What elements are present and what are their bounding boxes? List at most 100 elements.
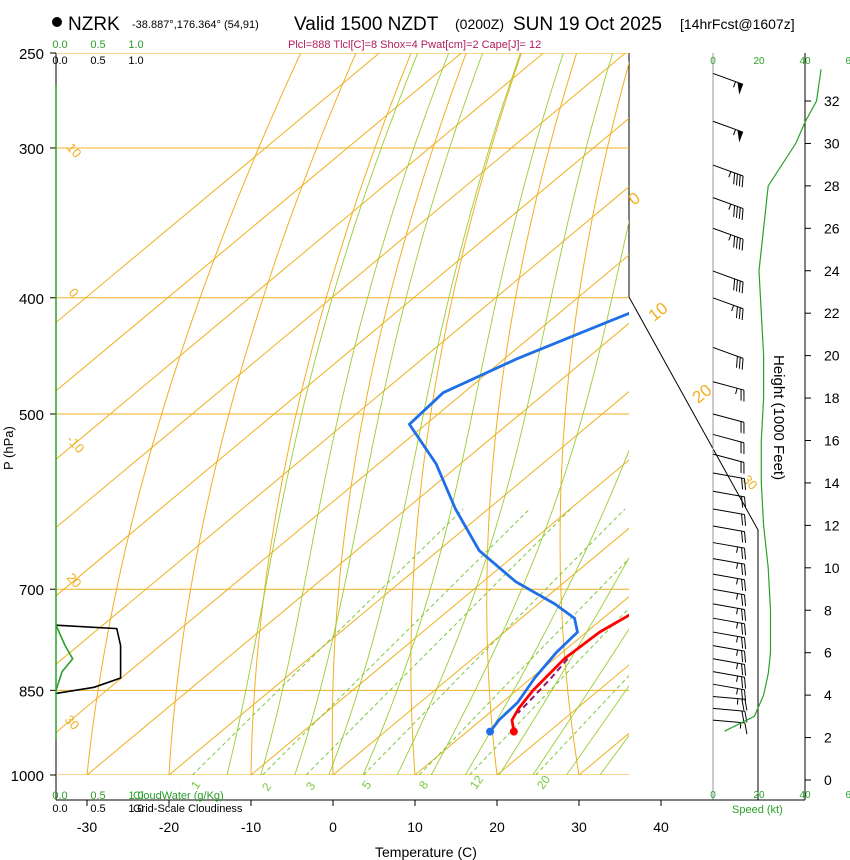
wind-barb: [712, 658, 747, 676]
height-tick-label: 16: [824, 433, 840, 449]
wind-barb: [712, 433, 745, 455]
mixing-ratio-label: 3: [303, 779, 318, 793]
wind-barb-half: [736, 636, 739, 643]
wind-barb: [712, 413, 745, 434]
wind-barb-full: [741, 637, 744, 649]
wind-barb-full: [744, 579, 747, 592]
isotherm-line: [414, 596, 629, 775]
wind-barb-staff: [712, 573, 745, 581]
wind-barb: [712, 525, 747, 543]
wind-barb-full: [744, 478, 747, 490]
speed-tick-label-top: 40: [799, 56, 811, 67]
wind-barb: [712, 695, 748, 711]
temperature-tick-label: 10: [407, 819, 423, 835]
mixing-ratio-label: 12: [467, 772, 486, 791]
speed-tick-label-top: 20: [753, 56, 765, 67]
wind-barb-full: [744, 548, 747, 560]
temperature-tick-label: 0: [329, 819, 337, 835]
dewpoint-profile: [408, 311, 629, 733]
isotherm-line: [250, 459, 629, 775]
mixing-ratio-line: [305, 508, 572, 775]
wind-barb-full: [735, 356, 738, 368]
wind-barb-staff: [712, 270, 744, 283]
temperature-tick-label: -20: [159, 819, 179, 835]
wind-barb-staff: [712, 719, 745, 724]
wind-barb-full: [741, 281, 744, 294]
mixing-ratio-label: 5: [359, 778, 374, 792]
wind-barb-full: [733, 205, 736, 217]
wind-barb-half: [736, 698, 739, 705]
wind-barb-staff: [712, 433, 745, 444]
mixing-ratio-line: [262, 508, 530, 775]
wind-barb-full: [741, 676, 744, 689]
wind-barb-staff: [712, 707, 745, 712]
moist-adiabat-line: [260, 53, 450, 775]
wind-barb-full: [741, 308, 744, 321]
dry-adiabat-line: [631, 32, 692, 801]
wind-barb-full: [741, 478, 744, 490]
barb-panel-edge: [628, 296, 759, 800]
mixing-ratio-line: [418, 557, 629, 775]
pressure-tick-label: 700: [19, 582, 44, 599]
wind-barb: [712, 120, 744, 143]
surface-dewpoint-dot: [486, 727, 495, 736]
isotherm-label: 30: [62, 712, 83, 733]
height-tick-label: 2: [824, 730, 832, 746]
wind-barb-flag: [737, 130, 744, 143]
wind-barb-full: [741, 208, 744, 220]
wind-barb-full: [744, 609, 747, 621]
mixing-ratio-line: [363, 508, 626, 775]
dry-adiabat-line: [86, 53, 302, 775]
wind-barb-full: [744, 651, 747, 663]
isotherm-line: [56, 53, 462, 392]
height-tick-label: 4: [824, 687, 832, 703]
height-tick-label: 14: [824, 475, 840, 491]
temperature-tick-label: 20: [489, 819, 505, 835]
wind-barb: [712, 542, 747, 560]
wind-barb: [712, 588, 747, 607]
chart-frame: [55, 53, 806, 801]
height-tick-label: 22: [824, 305, 840, 321]
wind-barb: [712, 645, 747, 663]
wind-barb-half: [736, 663, 739, 670]
wind-barb-full: [744, 677, 747, 689]
wind-barb-full: [733, 236, 736, 248]
mixing-ratio-line: [192, 508, 464, 775]
wind-barb-half: [736, 649, 739, 656]
wind-barb: [712, 381, 745, 402]
wind-barb-half: [736, 675, 739, 682]
moist-adiabat-line: [565, 685, 629, 775]
wind-barb-half: [728, 234, 732, 241]
wind-barb: [712, 631, 747, 650]
wind-barb-full: [744, 496, 747, 509]
pressure-tick-label: 500: [19, 407, 44, 424]
utc-time: (0200Z): [455, 16, 504, 32]
height-tick-label: 0: [824, 772, 832, 788]
cloud-panel: 0.00.00.50.51.01.00.00.00.50.51.01.0: [52, 39, 143, 815]
wind-barb-full: [744, 531, 747, 543]
wind-barb: [712, 346, 744, 370]
wind-barb-full: [741, 358, 744, 370]
temperature-tick-label: -30: [77, 819, 97, 835]
isotherm-line: [661, 53, 850, 775]
wind-barb: [712, 270, 744, 294]
temperature-tick-label: 40: [653, 819, 669, 835]
header: NZRK -38.887°,176.364° (54,91) Valid 150…: [52, 14, 795, 51]
wind-barb: [712, 490, 747, 509]
wind-barb-staff: [712, 631, 745, 639]
axis-ticks: -30 -20 -10 0 10 20 30 402503004005007008501000…: [11, 46, 840, 835]
cloud-water-tick-top: 0.5: [90, 39, 105, 51]
wind-barb-full: [741, 513, 744, 526]
wind-barb-full: [741, 623, 744, 635]
dry-adiabat-line: [559, 61, 629, 775]
wind-barb-full: [738, 307, 741, 320]
surface-temperature-dot: [509, 727, 518, 736]
wind-barb: [712, 508, 747, 526]
cloudiness-profile: [55, 624, 122, 695]
speed-tick-label-bottom: 0: [710, 790, 716, 801]
wind-barb-staff: [712, 381, 745, 391]
wind-barb-staff: [712, 558, 745, 565]
mixing-ratio-line: [469, 607, 629, 775]
height-tick-label: 20: [824, 348, 840, 364]
cloud-water-tick-bottom: 0.0: [52, 790, 67, 802]
